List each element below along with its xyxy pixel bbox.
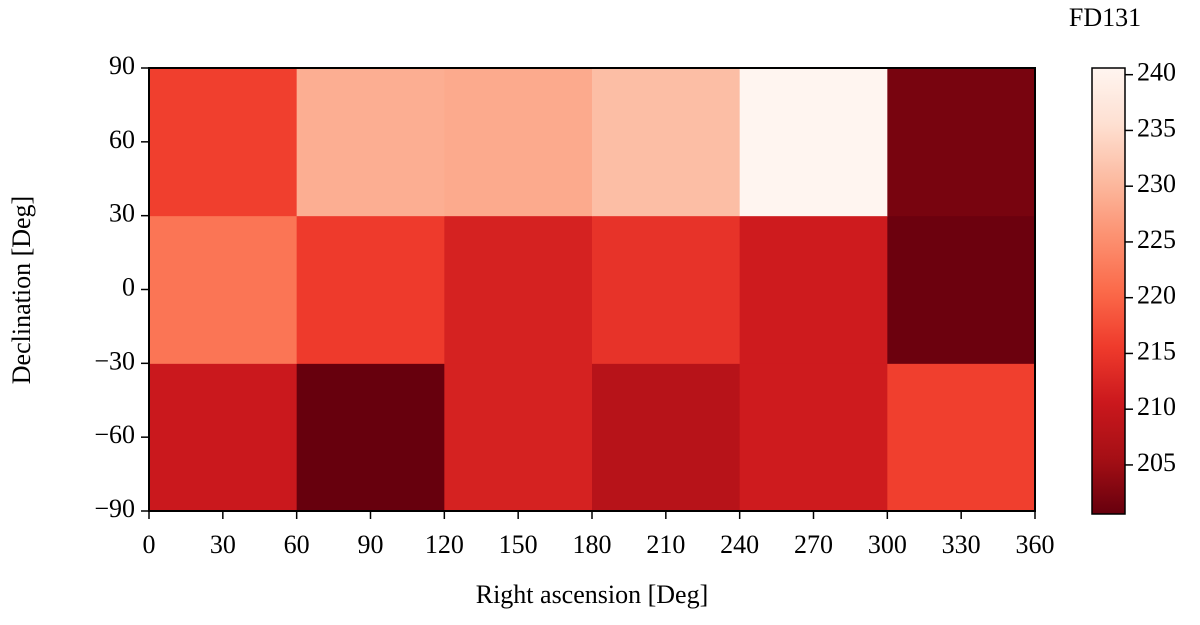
colorbar-label: FD131	[1069, 3, 1141, 32]
x-tick-label: 30	[210, 530, 236, 559]
heatmap-cell	[592, 215, 741, 364]
heatmap-cell	[592, 363, 741, 512]
colorbar-tick-label: 205	[1137, 448, 1176, 477]
y-tick-label: 60	[109, 125, 135, 154]
colorbar	[1091, 67, 1126, 515]
y-tick-label: 90	[109, 51, 135, 80]
heatmap-cell	[444, 215, 593, 364]
x-tick-label: 360	[1016, 530, 1055, 559]
x-tick-label: 330	[942, 530, 981, 559]
x-tick-label: 150	[499, 530, 538, 559]
colorbar-tick-label: 225	[1137, 225, 1176, 254]
y-tick-label: 0	[122, 272, 135, 301]
heatmap-cell	[149, 215, 298, 364]
colorbar-tick-label: 215	[1137, 336, 1176, 365]
colorbar-tick-label: 235	[1137, 113, 1176, 142]
heatmap-cell	[739, 363, 888, 512]
heatmap-cell	[592, 68, 741, 217]
heatmap-cell	[887, 363, 1036, 512]
colorbar-tick-label: 230	[1137, 169, 1176, 198]
x-tick-label: 0	[143, 530, 156, 559]
y-tick-label: −90	[94, 494, 135, 523]
y-tick-label: −30	[94, 346, 135, 375]
x-tick-label: 90	[358, 530, 384, 559]
heatmap-cell	[739, 215, 888, 364]
heatmap-cell	[149, 363, 298, 512]
heatmap-cell	[149, 68, 298, 217]
x-tick-label: 270	[794, 530, 833, 559]
x-tick-label: 120	[425, 530, 464, 559]
x-axis-label: Right ascension [Deg]	[476, 580, 709, 609]
heatmap-cell	[887, 215, 1036, 364]
y-tick-label: −60	[94, 420, 135, 449]
heatmap-cell	[296, 68, 445, 217]
heatmap-cell	[887, 68, 1036, 217]
y-tick-label: 30	[109, 199, 135, 228]
colorbar-tick-label: 240	[1137, 58, 1176, 87]
colorbar-tick-label: 210	[1137, 392, 1176, 421]
heatmap-cell	[739, 68, 888, 217]
x-tick-label: 210	[646, 530, 685, 559]
heatmap-cell	[296, 363, 445, 512]
x-tick-label: 300	[868, 530, 907, 559]
x-tick-label: 60	[284, 530, 310, 559]
heatmap-cell	[296, 215, 445, 364]
heatmap-cell	[444, 68, 593, 217]
x-tick-label: 180	[573, 530, 612, 559]
colorbar-tick-label: 220	[1137, 281, 1176, 310]
x-tick-label: 240	[720, 530, 759, 559]
y-axis-label: Declination [Deg]	[7, 196, 36, 384]
heatmap-cell	[444, 363, 593, 512]
